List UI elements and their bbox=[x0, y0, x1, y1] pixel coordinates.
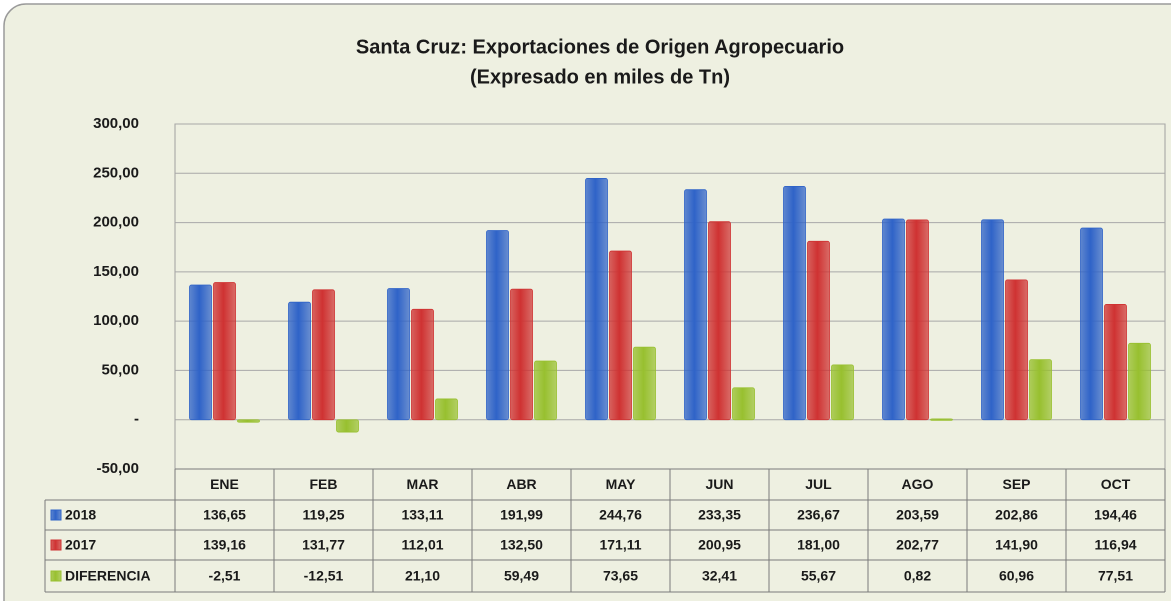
table-value: 112,01 bbox=[401, 537, 443, 553]
y-tick-label: 150,00 bbox=[93, 263, 139, 280]
chart-title: Santa Cruz: Exportaciones de Origen Agro… bbox=[356, 36, 844, 58]
bar bbox=[1104, 304, 1127, 421]
chart-subtitle: (Expresado en miles de Tn) bbox=[470, 66, 730, 88]
legend-swatch bbox=[50, 509, 62, 521]
table-value: 191,99 bbox=[500, 507, 543, 523]
bar bbox=[510, 288, 533, 421]
table-value: 139,16 bbox=[203, 537, 246, 553]
table-value: 55,67 bbox=[801, 568, 836, 584]
x-tick-label: MAR bbox=[407, 476, 439, 492]
table-value: 200,95 bbox=[698, 537, 741, 553]
bar bbox=[684, 189, 707, 421]
bar bbox=[213, 282, 236, 421]
x-tick-label: MAY bbox=[606, 476, 636, 492]
table-value: -12,51 bbox=[304, 568, 344, 584]
table-value: 203,59 bbox=[896, 507, 939, 523]
bar bbox=[609, 250, 632, 421]
table-value: 21,10 bbox=[405, 568, 440, 584]
bar bbox=[633, 346, 656, 421]
table-value: 233,35 bbox=[698, 507, 741, 523]
x-tick-label: JUN bbox=[705, 476, 733, 492]
legend-swatch bbox=[50, 539, 62, 551]
table-value: 181,00 bbox=[797, 537, 840, 553]
x-tick-label: JUL bbox=[805, 476, 832, 492]
bar bbox=[930, 418, 953, 421]
table-value: 171,11 bbox=[599, 537, 641, 553]
bar bbox=[906, 219, 929, 421]
table-value: 119,25 bbox=[302, 507, 344, 523]
bar bbox=[783, 186, 806, 421]
bar bbox=[1029, 359, 1052, 421]
bar bbox=[1005, 279, 1028, 421]
bar bbox=[411, 308, 434, 421]
table-value: 244,76 bbox=[599, 507, 642, 523]
table-value: 133,11 bbox=[401, 507, 443, 523]
x-tick-label: ABR bbox=[506, 476, 536, 492]
y-tick-label: -50,00 bbox=[96, 460, 139, 477]
y-tick-label: 250,00 bbox=[93, 164, 139, 181]
bar bbox=[981, 219, 1004, 421]
bar bbox=[486, 230, 509, 421]
table-value: 131,77 bbox=[302, 537, 345, 553]
bar bbox=[312, 289, 335, 421]
table-value: 60,96 bbox=[999, 568, 1034, 584]
bar bbox=[534, 360, 557, 421]
table-value: 77,51 bbox=[1098, 568, 1133, 584]
bar bbox=[1128, 342, 1151, 421]
table-value: 136,65 bbox=[203, 507, 246, 523]
table-value: 0,82 bbox=[904, 568, 931, 584]
bar bbox=[336, 419, 359, 433]
table-value: 73,65 bbox=[603, 568, 638, 584]
x-tick-label: SEP bbox=[1002, 476, 1030, 492]
table-value: 202,77 bbox=[896, 537, 939, 553]
table-value: 141,90 bbox=[995, 537, 1038, 553]
bar bbox=[288, 301, 311, 421]
table-value: -2,51 bbox=[209, 568, 241, 584]
x-tick-label: AGO bbox=[902, 476, 934, 492]
legend-label: 2018 bbox=[65, 507, 96, 523]
bar bbox=[189, 284, 212, 421]
bar bbox=[1080, 227, 1103, 421]
bar bbox=[882, 218, 905, 421]
table-value: 32,41 bbox=[702, 568, 737, 584]
bar bbox=[732, 387, 755, 421]
y-tick-label: - bbox=[134, 411, 139, 428]
y-tick-label: 100,00 bbox=[93, 312, 139, 329]
table-value: 132,50 bbox=[500, 537, 543, 553]
bar bbox=[435, 398, 458, 421]
bar bbox=[237, 419, 260, 423]
bar bbox=[585, 178, 608, 421]
y-tick-label: 200,00 bbox=[93, 214, 139, 231]
table-value: 236,67 bbox=[797, 507, 840, 523]
bar bbox=[831, 364, 854, 421]
y-tick-label: 50,00 bbox=[101, 361, 139, 378]
y-tick-label: 300,00 bbox=[93, 115, 139, 132]
table-value: 59,49 bbox=[504, 568, 539, 584]
legend-label: DIFERENCIA bbox=[65, 568, 151, 584]
table-value: 202,86 bbox=[995, 507, 1038, 523]
bar bbox=[807, 240, 830, 421]
x-tick-label: ENE bbox=[210, 476, 239, 492]
x-tick-label: FEB bbox=[310, 476, 338, 492]
x-tick-label: OCT bbox=[1101, 476, 1131, 492]
legend-label: 2017 bbox=[65, 537, 96, 553]
bar bbox=[387, 288, 410, 421]
legend-swatch bbox=[50, 570, 62, 582]
table-value: 194,46 bbox=[1094, 507, 1137, 523]
table-value: 116,94 bbox=[1094, 537, 1136, 553]
bar bbox=[708, 221, 731, 421]
